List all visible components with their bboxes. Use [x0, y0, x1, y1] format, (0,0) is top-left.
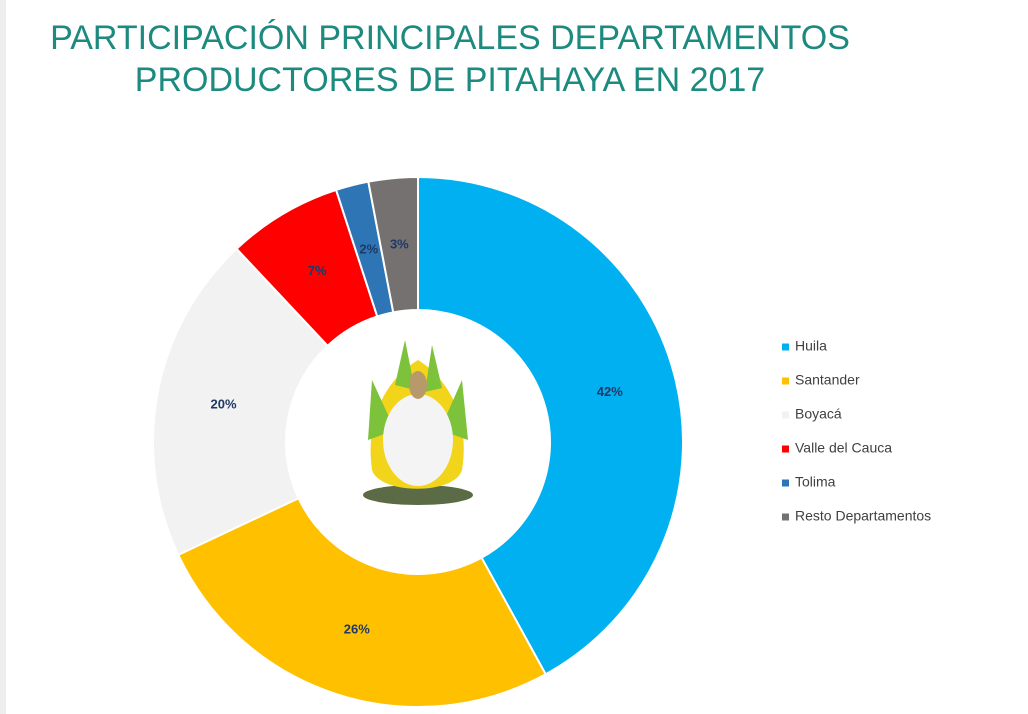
data-label: 3% — [390, 236, 409, 251]
slice — [152, 247, 330, 557]
legend-swatch — [782, 343, 789, 351]
chart-title: PRODUCTORES DE PITAHAYA EN 2017 — [135, 61, 765, 99]
slice — [367, 175, 419, 314]
data-label: 42% — [597, 384, 623, 399]
donut — [152, 175, 684, 708]
fruit-picture — [355, 340, 480, 514]
legend-label: Resto Departamentos — [795, 508, 931, 524]
chart-title: PARTICIPACIÓN PRINCIPALES DEPARTAMENTOS — [50, 19, 850, 57]
legend-label: Boyacá — [795, 406, 842, 422]
data-label: 2% — [359, 242, 378, 257]
legend-swatch — [782, 445, 789, 453]
legend-swatch — [782, 411, 789, 419]
data-label: 26% — [344, 622, 370, 637]
legend-swatch — [782, 377, 789, 385]
legend-swatch — [782, 479, 789, 487]
data-label: 20% — [210, 396, 236, 411]
legend-label: Huila — [795, 338, 827, 354]
legend-swatch — [782, 513, 789, 521]
left-strip — [0, 0, 6, 714]
legend-label: Tolima — [795, 474, 836, 490]
slice — [176, 496, 548, 708]
slice — [417, 175, 684, 676]
data-label: 7% — [308, 263, 327, 278]
legend-label: Valle del Cauca — [795, 440, 892, 456]
legend-label: Santander — [795, 372, 860, 388]
